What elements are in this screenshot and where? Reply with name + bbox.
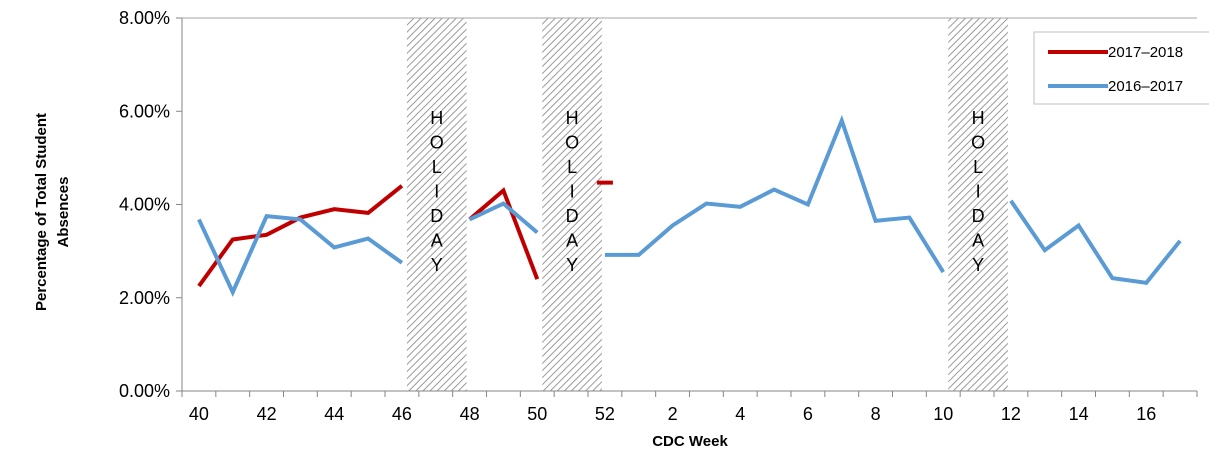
legend-label: 2017–2018 — [1108, 44, 1183, 61]
x-tick-label: 16 — [1136, 404, 1156, 424]
holiday-letter: Y — [566, 255, 578, 275]
y-tick-label: 4.00% — [119, 195, 170, 215]
holiday-letter: L — [432, 157, 442, 177]
holiday-band — [542, 18, 602, 391]
holiday-letter: H — [972, 108, 985, 128]
holiday-letter: I — [976, 182, 981, 202]
holiday-letter: A — [972, 231, 984, 251]
series-line — [197, 214, 404, 297]
x-axis-title: CDC Week — [652, 433, 728, 450]
series-line — [1009, 199, 1182, 285]
x-tick-label: 8 — [871, 404, 881, 424]
x-tick-label: 52 — [595, 404, 615, 424]
y-axis-title-line-1: Percentage of Total Student — [33, 113, 50, 311]
holiday-band — [406, 18, 467, 391]
holiday-band — [948, 18, 1008, 391]
series-line — [468, 187, 540, 280]
holiday-letter: D — [430, 206, 443, 226]
x-tick-label: 4 — [735, 404, 745, 424]
y-tick-label: 0.00% — [119, 381, 170, 401]
x-tick-label: 44 — [324, 404, 344, 424]
x-tick-label: 10 — [933, 404, 953, 424]
holiday-letter: L — [567, 157, 577, 177]
y-tick-label: 6.00% — [119, 101, 170, 121]
x-tick-label: 50 — [527, 404, 547, 424]
x-tick-label: 12 — [1001, 404, 1021, 424]
series-line — [197, 184, 404, 288]
holiday-letter: Y — [972, 255, 984, 275]
holiday-letter: D — [972, 206, 985, 226]
legend-box — [1033, 31, 1209, 105]
x-tick-label: 48 — [460, 404, 480, 424]
legend: 2017–2018 2016–2017 — [1033, 31, 1209, 105]
holiday-letter: Y — [431, 255, 443, 275]
holiday-letter: A — [566, 231, 578, 251]
holiday-letter: H — [566, 108, 579, 128]
series-lines — [197, 114, 1182, 297]
x-tick-label: 6 — [803, 404, 813, 424]
series-line — [604, 114, 945, 274]
holiday-letter: I — [570, 182, 575, 202]
y-tick-label: 8.00% — [119, 8, 170, 28]
holiday-letter: O — [565, 133, 579, 153]
x-tick-label: 2 — [668, 404, 678, 424]
x-tick-label: 42 — [257, 404, 277, 424]
holiday-letter: L — [973, 157, 983, 177]
holiday-letter: O — [971, 133, 985, 153]
legend-label: 2016–2017 — [1108, 78, 1183, 95]
y-axis-title-line-2: Absences — [55, 177, 72, 248]
axes: 0.00%2.00%4.00%6.00%8.00%40 42 44 46 48 50 52 2… — [119, 8, 1198, 424]
y-tick-label: 2.00% — [119, 288, 170, 308]
x-tick-label: 14 — [1069, 404, 1089, 424]
x-tick-label: 40 — [189, 404, 209, 424]
holiday-letter: H — [430, 108, 443, 128]
holiday-letter: O — [430, 133, 444, 153]
holiday-letter: A — [431, 231, 443, 251]
series-line — [468, 201, 539, 234]
holiday-letter: I — [434, 182, 439, 202]
x-tick-label: 46 — [392, 404, 412, 424]
holiday-letter: D — [566, 206, 579, 226]
